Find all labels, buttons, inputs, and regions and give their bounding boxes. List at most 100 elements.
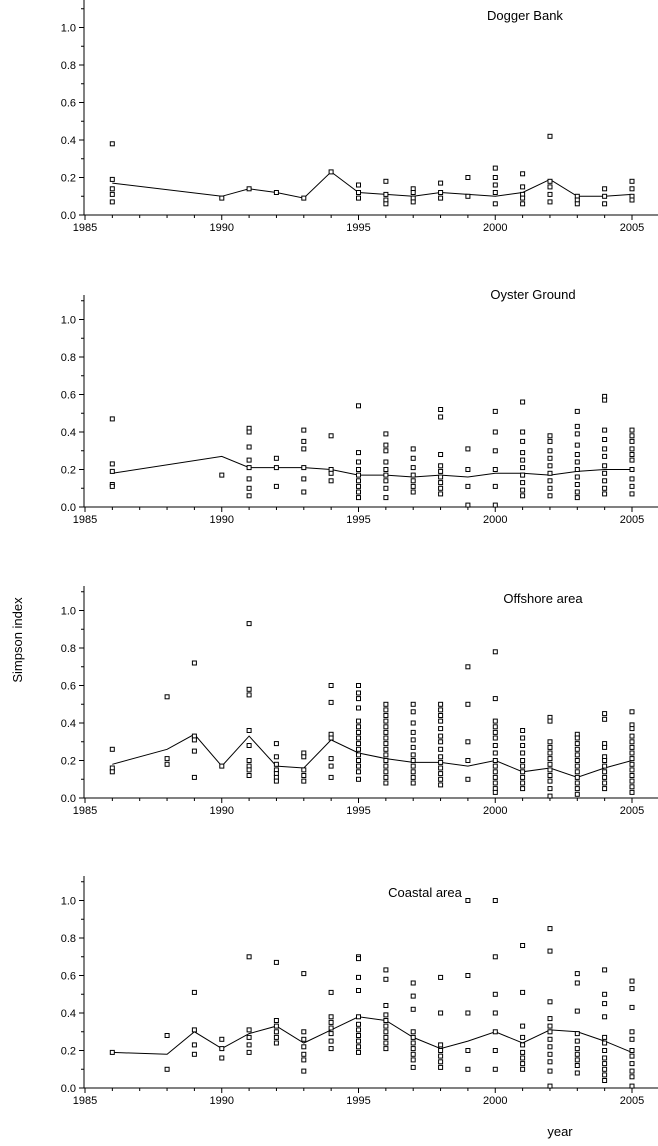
data-point (493, 751, 497, 755)
data-point (302, 439, 306, 443)
data-point (384, 443, 388, 447)
data-point (439, 453, 443, 457)
data-point (439, 755, 443, 759)
data-point (603, 438, 607, 442)
data-point (439, 1011, 443, 1015)
data-point (575, 475, 579, 479)
data-point (603, 764, 607, 768)
data-point (165, 695, 169, 699)
data-point (357, 764, 361, 768)
data-point (603, 1079, 607, 1083)
data-point (329, 1032, 333, 1036)
data-point (521, 400, 525, 404)
data-point (548, 1045, 552, 1049)
data-point (521, 439, 525, 443)
data-point (603, 1067, 607, 1071)
data-point (302, 1052, 306, 1056)
data-point (110, 747, 114, 751)
data-point (357, 1045, 361, 1049)
data-point (384, 714, 388, 718)
data-point (357, 496, 361, 500)
data-point (521, 1035, 525, 1039)
data-point (274, 1035, 278, 1039)
data-point (357, 1034, 361, 1038)
data-point (411, 1065, 415, 1069)
data-point (439, 740, 443, 744)
data-point (466, 503, 470, 507)
data-point (411, 1058, 415, 1062)
data-point (603, 447, 607, 451)
data-point (220, 196, 224, 200)
data-point (630, 428, 634, 432)
x-tick-label: 1990 (210, 1095, 234, 1107)
data-point (493, 764, 497, 768)
y-tick-label: 0.0 (61, 210, 76, 222)
x-tick-label: 1995 (346, 514, 370, 526)
data-point (384, 725, 388, 729)
data-point (521, 990, 525, 994)
data-point (548, 779, 552, 783)
data-point (521, 185, 525, 189)
data-point (357, 1028, 361, 1032)
data-point (630, 1069, 634, 1073)
data-point (192, 990, 196, 994)
data-point (548, 134, 552, 138)
data-point (521, 481, 525, 485)
data-point (357, 490, 361, 494)
data-point (274, 456, 278, 460)
data-point (357, 753, 361, 757)
data-point (521, 1056, 525, 1060)
data-point (329, 775, 333, 779)
data-point (521, 488, 525, 492)
data-point (302, 1045, 306, 1049)
data-point (493, 899, 497, 903)
data-point (603, 464, 607, 468)
data-point (439, 1060, 443, 1064)
data-point (575, 770, 579, 774)
data-point (329, 1020, 333, 1024)
data-point (575, 787, 579, 791)
data-point (603, 1015, 607, 1019)
data-point (220, 764, 224, 768)
data-point (575, 443, 579, 447)
data-point (466, 759, 470, 763)
data-point (439, 408, 443, 412)
data-point (575, 424, 579, 428)
y-tick-label: 0.4 (61, 427, 76, 439)
data-point (439, 766, 443, 770)
data-point (439, 1049, 443, 1053)
data-point (521, 458, 525, 462)
data-point (274, 191, 278, 195)
data-point (384, 702, 388, 706)
data-point (411, 730, 415, 734)
data-point (247, 768, 251, 772)
data-point (575, 747, 579, 751)
data-point (274, 742, 278, 746)
data-point (439, 777, 443, 781)
y-tick-label: 0.8 (61, 60, 76, 72)
data-point (302, 477, 306, 481)
data-point (192, 749, 196, 753)
data-point (384, 1013, 388, 1017)
data-point (493, 176, 497, 180)
data-point (247, 466, 251, 470)
data-point (548, 1084, 552, 1088)
x-tick-label: 1995 (346, 1095, 370, 1107)
data-point (603, 1041, 607, 1045)
data-point (603, 712, 607, 716)
data-point (521, 430, 525, 434)
data-point (630, 458, 634, 462)
y-tick-label: 1.0 (61, 606, 76, 618)
data-point (521, 1043, 525, 1047)
data-point (411, 745, 415, 749)
data-point (384, 1041, 388, 1045)
data-point (466, 194, 470, 198)
data-point (302, 490, 306, 494)
data-point (247, 1035, 251, 1039)
panel-title: Offshore area (503, 591, 583, 606)
x-tick-label: 2005 (620, 1095, 644, 1107)
y-tick-label: 0.2 (61, 173, 76, 185)
data-point (575, 1047, 579, 1051)
data-point (439, 464, 443, 468)
data-point (548, 762, 552, 766)
